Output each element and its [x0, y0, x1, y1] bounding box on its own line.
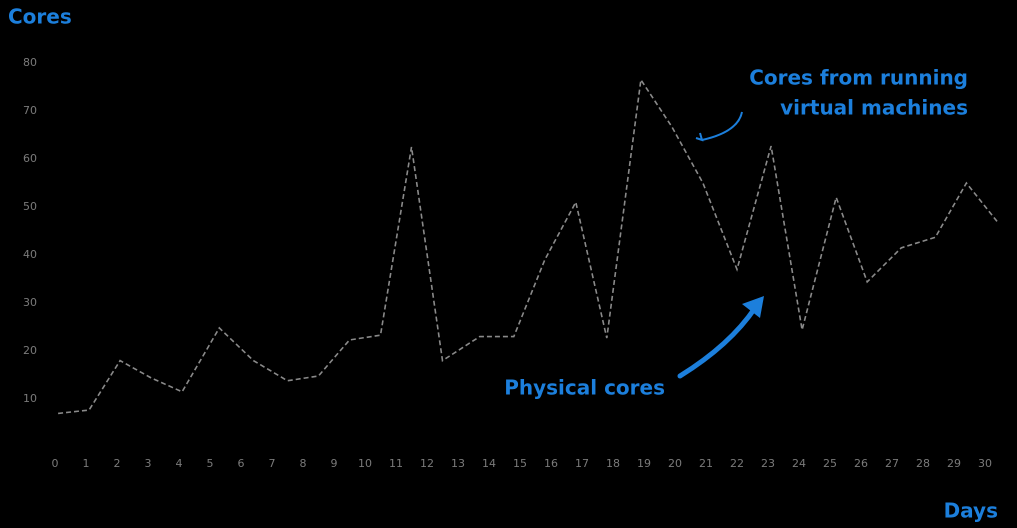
annotation-arrow [701, 111, 743, 141]
x-tick-label: 1 [83, 457, 90, 470]
annotation-arrowhead [695, 132, 704, 142]
x-tick-label: 19 [637, 457, 651, 470]
x-tick-label: 12 [420, 457, 434, 470]
y-tick-label: 20 [23, 344, 37, 357]
annotation-arrowhead [742, 296, 764, 318]
x-tick-label: 24 [792, 457, 806, 470]
x-tick-label: 23 [761, 457, 775, 470]
y-tick-label: 40 [23, 248, 37, 261]
x-tick-label: 8 [300, 457, 307, 470]
y-tick-label: 80 [23, 56, 37, 69]
y-tick-label: 10 [23, 392, 37, 405]
x-tick-label: 15 [513, 457, 527, 470]
x-tick-label: 2 [114, 457, 121, 470]
x-tick-label: 6 [238, 457, 245, 470]
y-tick-label: 50 [23, 200, 37, 213]
annotation-arrow [677, 305, 758, 379]
x-tick-label: 11 [389, 457, 403, 470]
x-tick-label: 22 [730, 457, 744, 470]
x-tick-label: 30 [978, 457, 992, 470]
annotation: virtual machines [780, 96, 968, 120]
x-tick-label: 7 [269, 457, 276, 470]
x-tick-label: 27 [885, 457, 899, 470]
x-axis-label: Days [944, 499, 998, 523]
x-tick-label: 18 [606, 457, 620, 470]
x-tick-label: 29 [947, 457, 961, 470]
x-tick-label: 14 [482, 457, 496, 470]
x-tick-label: 0 [52, 457, 59, 470]
y-tick-label: 70 [23, 104, 37, 117]
x-tick-label: 3 [145, 457, 152, 470]
y-tick-label: 60 [23, 152, 37, 165]
x-tick-label: 10 [358, 457, 372, 470]
x-tick-label: 13 [451, 457, 465, 470]
data-line [58, 77, 999, 415]
x-tick-label: 20 [668, 457, 682, 470]
y-tick-label: 30 [23, 296, 37, 309]
x-tick-label: 25 [823, 457, 837, 470]
x-tick-label: 16 [544, 457, 558, 470]
x-tick-label: 5 [207, 457, 214, 470]
annotation: Cores from running [749, 66, 968, 90]
x-tick-label: 4 [176, 457, 183, 470]
x-tick-label: 26 [854, 457, 868, 470]
x-tick-label: 9 [331, 457, 338, 470]
y-axis-label: Cores [8, 5, 72, 29]
x-tick-label: 17 [575, 457, 589, 470]
x-tick-label: 21 [699, 457, 713, 470]
annotation: Physical cores [504, 376, 665, 400]
x-tick-label: 28 [916, 457, 930, 470]
